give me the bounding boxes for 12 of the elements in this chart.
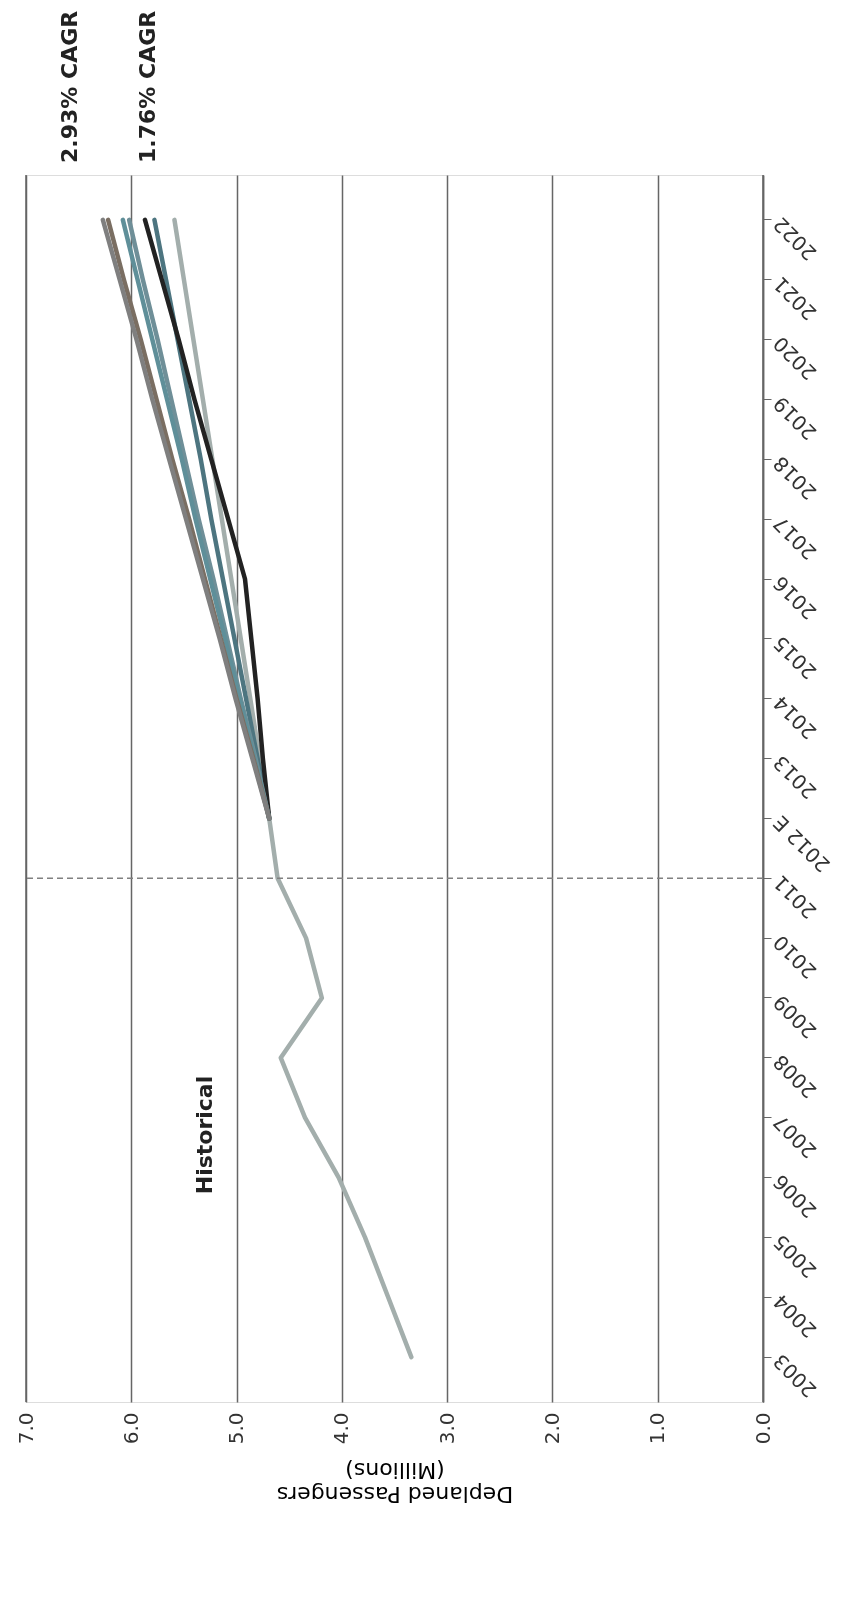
annotation: Historical [192,1075,217,1195]
text: 2.93% CAGR [57,10,82,163]
x-tick-label: 5.0 [224,1412,249,1445]
x-tick-label: 4.0 [329,1412,354,1445]
x-axis-title: Deplaned Passengers (Millions) [276,1458,514,1508]
x-tick-label: 6.0 [118,1412,143,1445]
x-tick-label: 0.0 [750,1412,775,1445]
text: 1.76% CAGR [135,10,160,163]
x-tick-label: 2.0 [539,1412,564,1445]
x-tick-label: 7.0 [13,1412,38,1445]
x-tick-label: 1.0 [645,1412,670,1445]
x-tick-label: 3.0 [434,1412,459,1445]
